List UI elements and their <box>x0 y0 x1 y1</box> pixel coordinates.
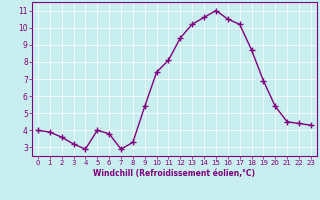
X-axis label: Windchill (Refroidissement éolien,°C): Windchill (Refroidissement éolien,°C) <box>93 169 255 178</box>
